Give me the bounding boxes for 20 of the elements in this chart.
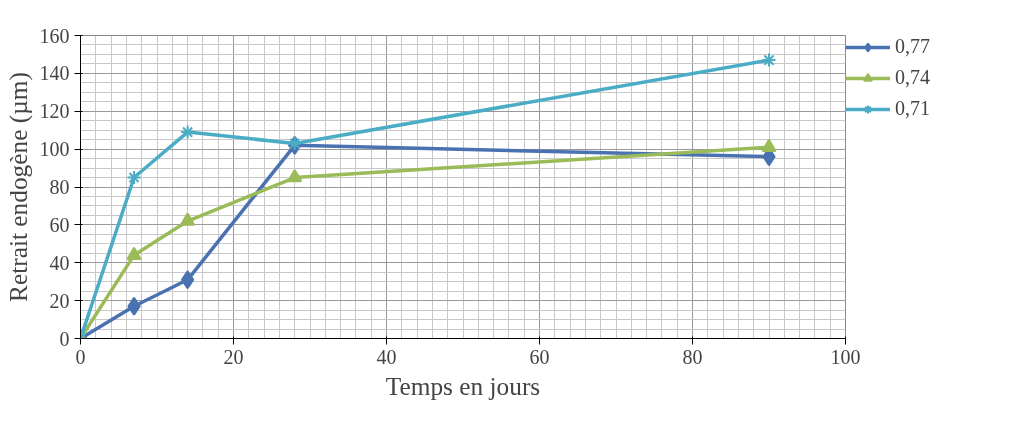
y-tick-label: 120: [39, 100, 70, 123]
y-tick-label: 0: [59, 327, 70, 350]
y-tick-label: 20: [49, 289, 70, 312]
legend-label: 0,74: [895, 66, 930, 89]
x-tick-label: 80: [682, 345, 703, 368]
x-tick-label: 100: [830, 345, 861, 368]
x-tick-label: 40: [376, 345, 397, 368]
y-tick-label: 160: [39, 24, 70, 47]
y-axis-title: Retrait endogène (µm): [3, 72, 33, 302]
y-tick-label: 60: [49, 213, 70, 236]
x-tick-label: 60: [529, 345, 550, 368]
y-tick-label: 80: [49, 176, 70, 198]
legend-label: 0,71: [895, 97, 930, 120]
y-tick-label: 140: [39, 62, 70, 85]
x-tick-label: 20: [223, 345, 244, 368]
x-axis-title: Temps en jours: [385, 371, 541, 400]
y-tick-label: 100: [39, 138, 70, 161]
y-tick-label: 40: [49, 251, 70, 274]
legend-label: 0,77: [895, 35, 930, 58]
x-tick-label: 0: [75, 345, 86, 368]
